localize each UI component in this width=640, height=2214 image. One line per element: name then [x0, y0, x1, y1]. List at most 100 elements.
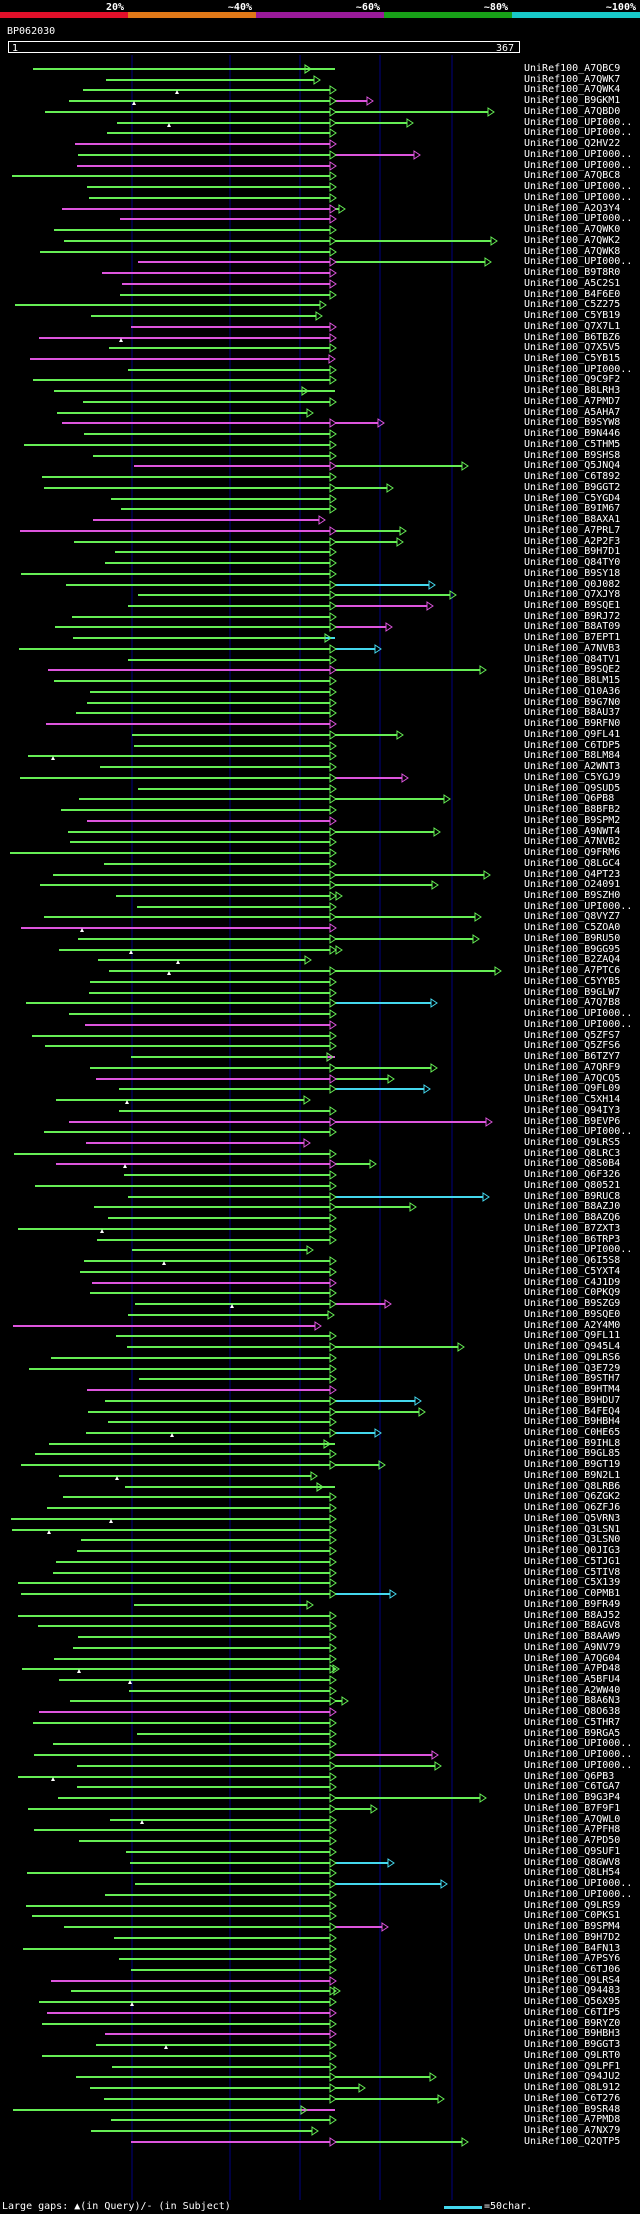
hit-row[interactable]: UniRef100_B8AJ52	[0, 1610, 640, 1621]
hit-row[interactable]: UniRef100_Q945L4	[0, 1342, 640, 1352]
hit-row[interactable]: UniRef100_B9RGA5	[0, 1728, 640, 1739]
hit-id-label[interactable]: UniRef100_B9RUC8	[524, 1190, 621, 1202]
hit-row[interactable]: UniRef100_Q9LPF1	[0, 2061, 640, 2072]
hit-id-label[interactable]: UniRef100_B8LRH3	[524, 385, 621, 397]
hit-row[interactable]: UniRef100_B8AT09	[0, 622, 640, 633]
hit-id-label[interactable]: UniRef100_B9SHS8	[524, 449, 621, 461]
hit-id-label[interactable]: UniRef100_B9HDU7	[524, 1394, 621, 1406]
hit-row[interactable]: UniRef100_C0PKQ9	[0, 1288, 640, 1299]
hit-row[interactable]: UniRef100_B6TRP3	[0, 1234, 640, 1245]
hit-row[interactable]: UniRef100_C0HE65	[0, 1427, 640, 1438]
hit-id-label[interactable]: UniRef100_C5YGJ9	[524, 771, 621, 783]
hit-row[interactable]: UniRef100_B9G3P4	[0, 1792, 640, 1804]
hit-row[interactable]: UniRef100_B8AZQ6	[0, 1213, 640, 1224]
hit-row[interactable]: UniRef100_Q3E729	[0, 1363, 640, 1374]
hit-id-label[interactable]: UniRef100_C5THR7	[524, 1716, 621, 1728]
hit-id-label[interactable]: UniRef100_Q9LRS4	[524, 1974, 621, 1986]
hit-row[interactable]: UniRef100_Q2HV22	[0, 138, 640, 150]
hit-id-label[interactable]: UniRef100_C5YXT4	[524, 1265, 621, 1277]
hit-row[interactable]: UniRef100_Q9LRS4	[0, 1974, 640, 1986]
hit-id-label[interactable]: UniRef100_B9GL85	[524, 1448, 621, 1460]
hit-id-label[interactable]: UniRef100_B9RYZ0	[524, 2017, 621, 2029]
hit-id-label[interactable]: UniRef100_Q8O638	[524, 1706, 621, 1718]
hit-row[interactable]: UniRef100_B9RU50	[0, 933, 640, 944]
hit-row[interactable]: UniRef100_B9RJ72	[0, 610, 640, 622]
hit-id-label[interactable]: UniRef100_Q2HV22	[524, 138, 621, 150]
hit-row[interactable]: UniRef100_C6TDP5	[0, 740, 640, 751]
hit-row[interactable]: UniRef100_UPI000..	[0, 1760, 640, 1771]
hit-id-label[interactable]: UniRef100_Q8LH54	[524, 1867, 621, 1879]
hit-id-label[interactable]: UniRef100_C6T276	[524, 2092, 621, 2104]
hit-row[interactable]: UniRef100_A7PFH8	[0, 1825, 640, 1836]
hit-id-label[interactable]: UniRef100_C5TJG1	[524, 1555, 621, 1567]
hit-id-label[interactable]: UniRef100_Q3LSN1	[524, 1523, 621, 1535]
hit-row[interactable]: UniRef100_A7QG04	[0, 1653, 640, 1664]
hit-row[interactable]: UniRef100_C6TGA7	[0, 1782, 640, 1793]
hit-id-label[interactable]: UniRef100_Q7XJY8	[524, 589, 621, 601]
hit-row[interactable]: UniRef100_Q8LGC4	[0, 858, 640, 869]
hit-row[interactable]: UniRef100_B8LRH3	[0, 385, 640, 397]
hit-id-label[interactable]: UniRef100_A7NVB2	[524, 836, 621, 848]
hit-row[interactable]: UniRef100_B9HBH3	[0, 2029, 640, 2040]
hit-id-label[interactable]: UniRef100_A9NV79	[524, 1641, 621, 1653]
hit-id-label[interactable]: UniRef100_B9FR49	[524, 1598, 621, 1610]
hit-id-label[interactable]: UniRef100_B9H7D2	[524, 1931, 621, 1943]
hit-id-label[interactable]: UniRef100_B4FEQ4	[524, 1405, 621, 1417]
hit-row[interactable]: UniRef100_B9SZH0	[0, 890, 640, 901]
hit-row[interactable]: UniRef100_UPI000..	[0, 128, 640, 139]
hit-id-label[interactable]: UniRef100_Q9LRS5	[524, 1137, 621, 1148]
hit-row[interactable]: UniRef100_C5YGD4	[0, 493, 640, 504]
hit-row[interactable]: UniRef100_B9SQE1	[0, 601, 640, 611]
hit-row[interactable]: UniRef100_Q6ZFJ6	[0, 1503, 640, 1514]
hit-row[interactable]: UniRef100_UPI000..	[0, 192, 640, 203]
hit-row[interactable]: UniRef100_B8AAW9	[0, 1632, 640, 1642]
hit-id-label[interactable]: UniRef100_Q5ZFS6	[524, 1040, 621, 1052]
hit-id-label[interactable]: UniRef100_UPI000..	[524, 181, 633, 193]
hit-row[interactable]: UniRef100_UPI000..	[0, 181, 640, 193]
hit-id-label[interactable]: UniRef100_Q7X5V5	[524, 342, 621, 354]
hit-row[interactable]: UniRef100_B8A6N3	[0, 1696, 640, 1707]
hit-id-label[interactable]: UniRef100_B9STH7	[524, 1373, 621, 1385]
hit-id-label[interactable]: UniRef100_Q945L4	[524, 1341, 621, 1353]
hit-row[interactable]: UniRef100_A7QCQ5	[0, 1073, 640, 1084]
hit-id-label[interactable]: UniRef100_B9RJ72	[524, 610, 621, 622]
hit-row[interactable]: UniRef100_B6TBZ6	[0, 332, 640, 343]
hit-id-label[interactable]: UniRef100_UPI000..	[524, 900, 633, 912]
hit-id-label[interactable]: UniRef100_UPI000..	[524, 1018, 633, 1030]
hit-row[interactable]: UniRef100_Q9SUD5	[0, 783, 640, 794]
hit-row[interactable]: UniRef100_B9SR48	[0, 2103, 640, 2115]
hit-row[interactable]: UniRef100_A2WNT3	[0, 762, 640, 773]
hit-row[interactable]: UniRef100_Q8VYZ7	[0, 912, 640, 923]
hit-id-label[interactable]: UniRef100_A7PMD7	[524, 395, 621, 407]
hit-row[interactable]: UniRef100_B9IHL8	[0, 1438, 640, 1449]
hit-row[interactable]: UniRef100_C5YGJ9	[0, 771, 640, 783]
hit-row[interactable]: UniRef100_A7PMD8	[0, 2115, 640, 2126]
hit-id-label[interactable]: UniRef100_B8AU37	[524, 707, 621, 719]
hit-row[interactable]: UniRef100_B9EVP6	[0, 1116, 640, 1127]
hit-id-label[interactable]: UniRef100_B9G3P4	[524, 1792, 621, 1804]
hit-row[interactable]: UniRef100_B8BFB2	[0, 805, 640, 815]
hit-id-label[interactable]: UniRef100_B9SR48	[524, 2103, 621, 2115]
hit-id-label[interactable]: UniRef100_UPI000..	[524, 1749, 633, 1761]
hit-row[interactable]: UniRef100_B9GGT2	[0, 482, 640, 493]
hit-row[interactable]: UniRef100_B9SYW8	[0, 418, 640, 429]
hit-row[interactable]: UniRef100_A7NX79	[0, 2126, 640, 2137]
hit-row[interactable]: UniRef100_B9H7D1	[0, 547, 640, 558]
hit-row[interactable]: UniRef100_C5X139	[0, 1578, 640, 1589]
hit-row[interactable]: UniRef100_B9SZG9	[0, 1299, 640, 1310]
hit-id-label[interactable]: UniRef100_B9SQE2	[524, 664, 621, 676]
hit-row[interactable]: UniRef100_C5YB15	[0, 353, 640, 364]
hit-id-label[interactable]: UniRef100_Q9LRS9	[524, 1899, 621, 1911]
hit-row[interactable]: UniRef100_B9GLW7	[0, 987, 640, 998]
hit-row[interactable]: UniRef100_A7QWK7	[0, 74, 640, 85]
hit-id-label[interactable]: UniRef100_Q9LRT0	[524, 2049, 621, 2061]
hit-id-label[interactable]: UniRef100_UPI000..	[524, 1888, 633, 1900]
hit-row[interactable]: UniRef100_Q84TV1	[0, 654, 640, 665]
hit-row[interactable]: UniRef100_C0PMB1	[0, 1589, 640, 1600]
hit-row[interactable]: UniRef100_UPI000..	[0, 117, 640, 128]
hit-id-label[interactable]: UniRef100_C5THM5	[524, 438, 621, 450]
hit-row[interactable]: UniRef100_B9SPM2	[0, 815, 640, 826]
hit-id-label[interactable]: UniRef100_UPI000..	[524, 1738, 633, 1750]
hit-row[interactable]: UniRef100_B9H7D2	[0, 1931, 640, 1943]
hit-id-label[interactable]: UniRef100_A7PTC6	[524, 965, 621, 977]
